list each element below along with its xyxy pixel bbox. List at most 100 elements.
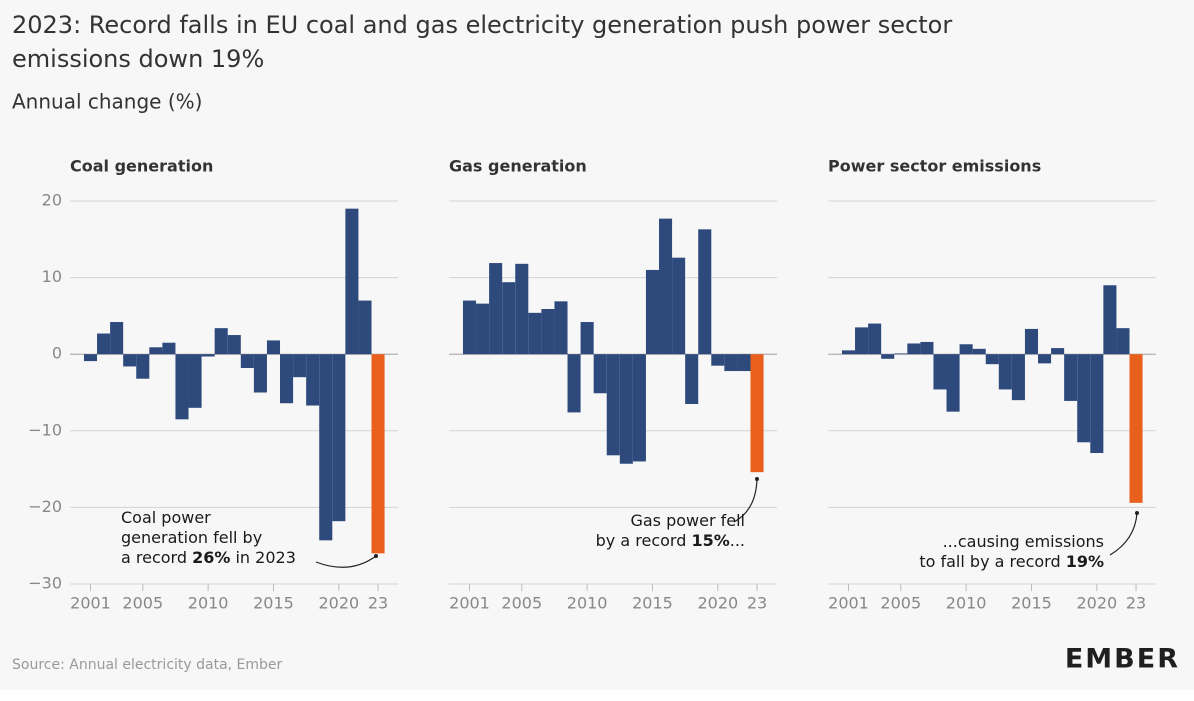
chart-title: emissions down 19% bbox=[12, 45, 264, 73]
bar bbox=[672, 257, 686, 355]
annotation-part: by a record bbox=[596, 531, 692, 550]
x-tick-label: 2020 bbox=[697, 594, 738, 613]
x-tick-label: 2005 bbox=[501, 594, 542, 613]
bar bbox=[1129, 354, 1143, 503]
bar bbox=[632, 354, 646, 462]
chart-title: 2023: Record falls in EU coal and gas el… bbox=[12, 11, 952, 39]
bar bbox=[188, 354, 202, 408]
bar bbox=[1011, 354, 1025, 401]
annotation-part: 15% bbox=[691, 531, 729, 550]
bar bbox=[319, 354, 333, 541]
bar bbox=[110, 322, 124, 355]
panel-title: Power sector emissions bbox=[828, 157, 1041, 176]
bar bbox=[841, 350, 856, 355]
bar bbox=[580, 322, 594, 355]
annotation: by a record 15%... bbox=[596, 531, 745, 550]
panel-title: Gas generation bbox=[449, 157, 587, 176]
x-tick-label: 2001 bbox=[70, 594, 111, 613]
x-tick-label: 2020 bbox=[318, 594, 359, 613]
bar bbox=[881, 354, 895, 359]
bar bbox=[97, 333, 111, 355]
x-tick-label: 2020 bbox=[1076, 594, 1117, 613]
bar bbox=[685, 354, 699, 404]
bar bbox=[306, 354, 320, 406]
annotation-part: ...causing emissions bbox=[943, 532, 1104, 551]
arrow-head bbox=[755, 477, 759, 481]
x-tick-label: 2010 bbox=[567, 594, 608, 613]
bar bbox=[1051, 348, 1065, 355]
bar bbox=[868, 323, 882, 355]
bar bbox=[489, 263, 503, 355]
annotation-part: generation fell by bbox=[121, 528, 262, 547]
bar bbox=[998, 354, 1012, 390]
logo: EMBER bbox=[1065, 644, 1180, 675]
bar bbox=[358, 300, 372, 355]
bar bbox=[606, 354, 620, 456]
annotation-arrow bbox=[315, 555, 377, 568]
bar bbox=[201, 354, 215, 357]
annotation: Coal power bbox=[121, 508, 211, 527]
annotation-part: ... bbox=[730, 531, 745, 550]
annotation-arrow bbox=[733, 478, 758, 523]
subtitle: Annual change (%) bbox=[12, 90, 202, 114]
bar bbox=[1024, 328, 1039, 355]
bar bbox=[737, 354, 751, 372]
y-tick-label: −20 bbox=[28, 497, 62, 516]
bar bbox=[266, 340, 281, 355]
bar bbox=[515, 263, 529, 355]
bar bbox=[933, 354, 947, 390]
panel-title: Coal generation bbox=[70, 157, 213, 176]
bar bbox=[750, 354, 764, 473]
y-tick-label: −10 bbox=[28, 420, 62, 439]
bar bbox=[959, 344, 973, 355]
bar bbox=[227, 335, 241, 355]
bar bbox=[462, 300, 477, 355]
bar bbox=[946, 354, 960, 412]
x-tick-label: 2015 bbox=[632, 594, 673, 613]
bar bbox=[136, 354, 150, 379]
bar bbox=[659, 218, 673, 355]
x-tick-label: 2001 bbox=[449, 594, 490, 613]
x-tick-label: 2001 bbox=[828, 594, 869, 613]
annotation: Gas power fell bbox=[630, 511, 745, 530]
bar bbox=[645, 269, 660, 355]
bar bbox=[920, 341, 934, 355]
annotation: ...causing emissions bbox=[943, 532, 1104, 551]
bar bbox=[698, 229, 712, 355]
x-tick-label: 23 bbox=[1126, 594, 1146, 613]
bar bbox=[894, 353, 908, 355]
annotation-arrow bbox=[1109, 512, 1138, 556]
y-tick-label: 0 bbox=[52, 344, 62, 363]
bar bbox=[502, 282, 516, 355]
bar bbox=[985, 354, 999, 365]
bar bbox=[175, 354, 189, 420]
bar bbox=[123, 354, 137, 367]
bar bbox=[1090, 354, 1104, 454]
bar bbox=[567, 354, 581, 413]
bar bbox=[253, 354, 267, 393]
x-tick-label: 2005 bbox=[122, 594, 163, 613]
bar bbox=[1038, 354, 1052, 364]
annotation-part: 26% bbox=[192, 548, 230, 567]
bar bbox=[541, 309, 555, 355]
bar bbox=[345, 208, 359, 355]
arrow-head bbox=[374, 554, 378, 558]
bar bbox=[619, 354, 633, 464]
bar bbox=[528, 312, 542, 355]
annotation: a record 26% in 2023 bbox=[121, 548, 296, 567]
bar bbox=[149, 347, 163, 355]
bar bbox=[280, 354, 294, 404]
annotation-part: 19% bbox=[1066, 552, 1104, 571]
annotation-part: a record bbox=[121, 548, 192, 567]
bar bbox=[907, 343, 921, 355]
x-tick-label: 2010 bbox=[946, 594, 987, 613]
bar bbox=[1103, 285, 1117, 355]
y-tick-label: −30 bbox=[28, 574, 62, 593]
annotation-part: in 2023 bbox=[230, 548, 295, 567]
bar bbox=[83, 354, 98, 362]
annotation-part: Coal power bbox=[121, 508, 211, 527]
y-tick-label: 20 bbox=[42, 191, 62, 210]
annotation: generation fell by bbox=[121, 528, 262, 547]
